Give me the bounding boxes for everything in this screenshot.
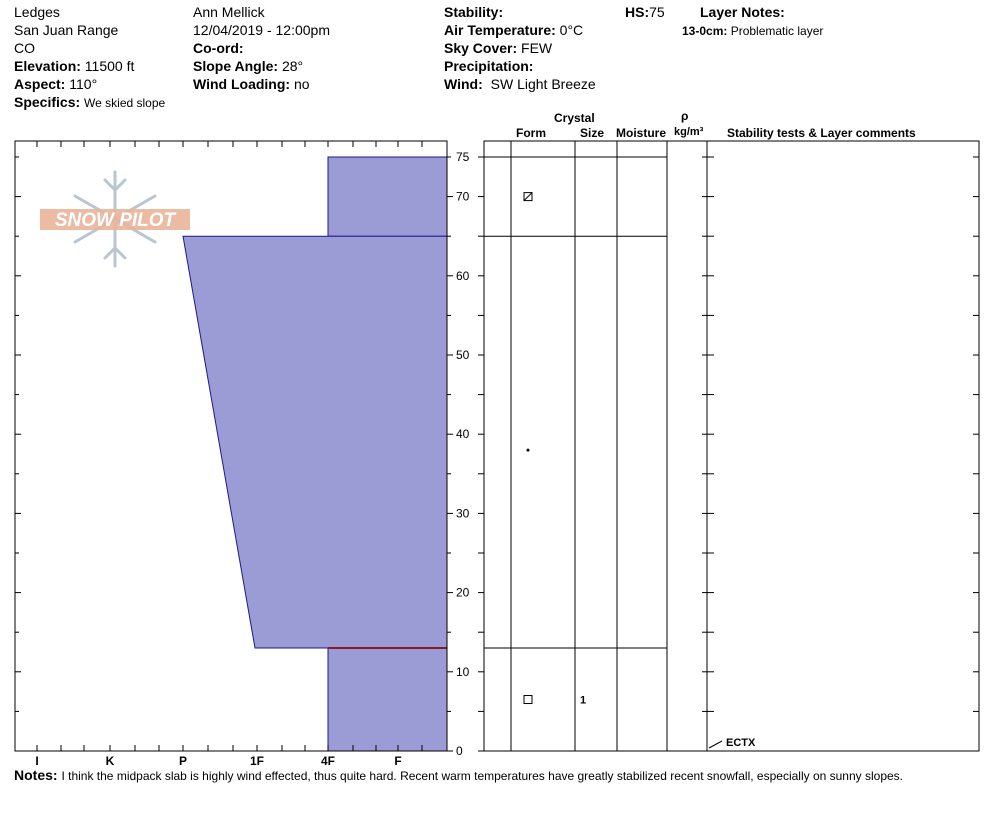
aspect-label: Aspect:	[14, 76, 66, 92]
hardness-layer-3	[327, 647, 448, 752]
layer-table-frame	[483, 140, 980, 752]
wind-loading-label: Wind Loading:	[193, 76, 291, 92]
specifics: Specifics: We skied slope	[14, 94, 165, 111]
layer-note-depth: 13-0cm:	[682, 24, 728, 38]
hardness-tick-label: I	[35, 754, 38, 768]
hs-label: HS:	[625, 4, 650, 20]
specifics-value: We skied slope	[84, 96, 166, 110]
slope-label: Slope Angle:	[193, 58, 279, 74]
slope-angle: Slope Angle: 28°	[193, 58, 303, 74]
density-unit-header: kg/m³	[674, 126, 704, 138]
logo-text: SNOW PILOT	[55, 210, 177, 231]
faceted-rounded-icon-slash	[523, 192, 533, 201]
air-temperature: Air Temperature: 0°C	[444, 22, 583, 38]
logo-band	[40, 209, 190, 230]
observation-datetime: 12/04/2019 - 12:00pm	[193, 22, 330, 38]
air-temp-label: Air Temperature:	[444, 22, 556, 38]
hardness-tick-label: F	[394, 754, 401, 768]
elevation-label: Elevation:	[14, 58, 81, 74]
wind-loading: Wind Loading: no	[193, 76, 310, 92]
precipitation-particles-icon	[526, 448, 530, 452]
rho-header: ρ	[681, 109, 689, 123]
hs-value: 75	[649, 4, 665, 20]
sky-value: FEW	[521, 40, 553, 56]
notes-text: I think the midpack slab is highly wind …	[61, 769, 904, 783]
crystal-size-value: 1	[580, 695, 586, 707]
depth-tick-label: 0	[456, 744, 463, 758]
moisture-header: Moisture	[616, 126, 667, 140]
sky-cover: Sky Cover: FEW	[444, 40, 552, 56]
faceted-rounded-icon	[523, 192, 533, 202]
hardness-tick-label: P	[179, 754, 187, 768]
wind-loading-value: no	[293, 76, 310, 92]
state-name: CO	[14, 40, 35, 56]
layer-note-text: Problematic layer	[730, 24, 824, 38]
elevation: Elevation: 11500 ft	[14, 58, 134, 74]
notes: Notes: I think the midpack slab is highl…	[14, 767, 903, 784]
depth-tick-label: 30	[456, 506, 470, 520]
location-name: Ledges	[14, 4, 60, 20]
depth-tick-label: 50	[456, 348, 470, 362]
air-temp-value: 0°C	[559, 22, 584, 38]
layer-notes-label: Layer Notes:	[700, 4, 785, 20]
depth-tick-label: 10	[456, 665, 470, 679]
comments-header: Stability tests & Layer comments	[727, 126, 916, 140]
depth-tick-label: 40	[456, 427, 470, 441]
hs: HS:75	[625, 4, 665, 20]
wind-value: SW Light Breeze	[490, 76, 596, 92]
aspect-value: 110°	[69, 76, 98, 92]
crystal-header: Crystal	[554, 111, 595, 125]
depth-tick-label: 75	[456, 150, 470, 164]
snowpilot-logo: SNOW PILOT	[40, 170, 190, 268]
hardness-layer-2	[182, 235, 448, 649]
form-header: Form	[516, 126, 546, 140]
hardness-graph-frame	[14, 140, 448, 752]
faceted-crystals-icon	[523, 695, 533, 705]
test-pointer	[708, 740, 723, 749]
hardness-tick-label: K	[106, 754, 115, 768]
wind-label: Wind:	[444, 76, 483, 92]
range-name: San Juan Range	[14, 22, 119, 38]
hardness-tick-label: 4F	[321, 754, 335, 768]
precipitation-label: Precipitation:	[444, 58, 534, 74]
aspect: Aspect: 110°	[14, 76, 97, 92]
size-header: Size	[580, 126, 605, 140]
specifics-label: Specifics:	[14, 94, 81, 110]
notes-label: Notes:	[14, 767, 58, 783]
layer-note: 13-0cm: Problematic layer	[682, 23, 823, 39]
hardness-layer-1	[327, 156, 448, 237]
sky-label: Sky Cover:	[444, 40, 518, 56]
observer-name: Ann Mellick	[193, 4, 265, 20]
wind: Wind: SW Light Breeze	[444, 76, 596, 92]
elevation-value: 11500 ft	[84, 58, 135, 74]
stability-test-label: ECTX	[726, 737, 756, 749]
depth-tick-label: 60	[456, 269, 470, 283]
slope-value: 28°	[281, 58, 304, 74]
stability-label: Stability:	[444, 4, 504, 20]
hardness-tick-label: 1F	[250, 754, 264, 768]
depth-tick-label: 70	[456, 190, 470, 204]
coord-label: Co-ord:	[193, 40, 244, 56]
depth-tick-label: 20	[456, 586, 470, 600]
